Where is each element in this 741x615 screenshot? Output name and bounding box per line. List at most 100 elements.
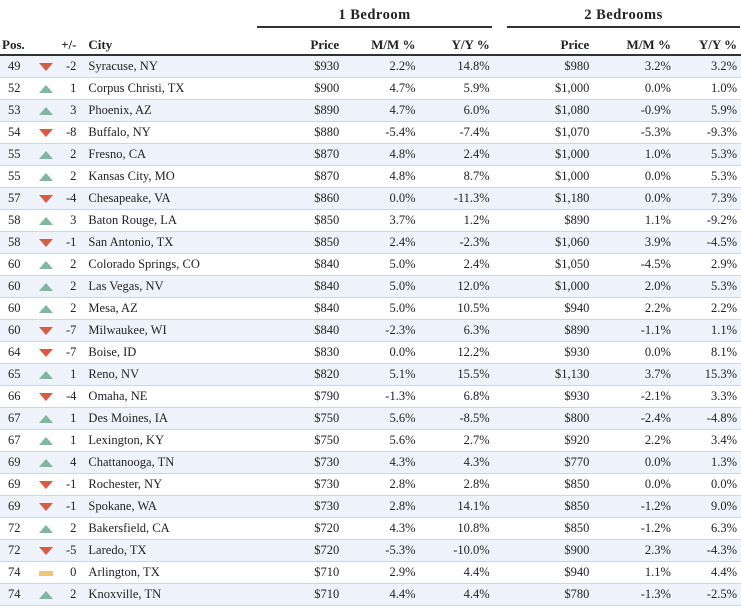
yy-1br-cell: 4.3% — [415, 451, 490, 474]
yy-2br-cell: 15.3% — [670, 363, 741, 386]
position-cell: 72 — [0, 539, 37, 562]
down-arrow-icon — [38, 327, 53, 336]
mm-1br-cell: 5.1% — [339, 363, 416, 386]
up-arrow-icon — [38, 151, 53, 160]
table-row[interactable]: 64 -7 Boise, ID $830 0.0% 12.2% $930 0.0% 8.1% — [0, 341, 741, 364]
city-cell: Boise, ID — [78, 341, 277, 364]
yy-2br-cell: -4.8% — [670, 407, 741, 430]
yy-1br-cell: 14.8% — [415, 55, 490, 78]
up-arrow-icon — [38, 591, 53, 600]
position-cell: 69 — [0, 451, 37, 474]
position-cell: 60 — [0, 253, 37, 276]
table-row[interactable]: 66 -4 Omaha, NE $790 -1.3% 6.8% $930 -2.1% 3.3% — [0, 385, 741, 408]
header-yy-1br[interactable]: Y/Y % — [415, 35, 490, 56]
table-row[interactable]: 72 2 Bakersfield, CA $720 4.3% 10.8% $850 -1.2%… — [0, 517, 741, 540]
table-row[interactable]: 69 -1 Rochester, NY $730 2.8% 2.8% $850 0.0% 0.0… — [0, 473, 741, 496]
price-1br-cell: $880 — [276, 121, 340, 144]
table-row[interactable]: 60 2 Colorado Springs, CO $840 5.0% 2.4% $1,05… — [0, 253, 741, 276]
yy-2br-cell: 3.2% — [670, 55, 741, 78]
mm-1br-cell: 2.4% — [339, 231, 416, 254]
yy-2br-cell: 5.3% — [670, 143, 741, 166]
table-row[interactable]: 72 -5 Laredo, TX $720 -5.3% -10.0% $900 2.3% -4.… — [0, 539, 741, 562]
table-row[interactable]: 74 0 Arlington, TX $710 2.9% 4.4% $940 1.1% 4.4% — [0, 561, 741, 584]
mm-1br-cell: 5.0% — [339, 297, 416, 320]
yy-2br-cell: 0.0% — [670, 473, 741, 496]
change-cell: -7 — [55, 319, 79, 342]
down-arrow-icon — [38, 547, 53, 556]
table-row[interactable]: 55 2 Kansas City, MO $870 4.8% 8.7% $1,000 0.0%… — [0, 165, 741, 188]
yy-2br-cell: -9.3% — [670, 121, 741, 144]
yy-1br-cell: 2.4% — [415, 253, 490, 276]
up-arrow-icon — [38, 525, 53, 534]
header-city[interactable]: City — [78, 35, 277, 56]
one-bedroom-group-rule — [257, 26, 492, 28]
position-cell: 65 — [0, 363, 37, 386]
yy-2br-cell: -2.5% — [670, 583, 741, 606]
position-cell: 67 — [0, 429, 37, 452]
mm-1br-cell: 4.3% — [339, 451, 416, 474]
city-cell: Bakersfield, CA — [78, 517, 277, 540]
table-row[interactable]: 60 2 Mesa, AZ $840 5.0% 10.5% $940 2.2% 2.2% — [0, 297, 741, 320]
table-row[interactable]: 74 2 Knoxville, TN $710 4.4% 4.4% $780 -1.3% -2.… — [0, 583, 741, 606]
yy-1br-cell: 6.0% — [415, 99, 490, 122]
trend-cell — [36, 385, 56, 408]
position-cell: 60 — [0, 275, 37, 298]
position-cell: 69 — [0, 473, 37, 496]
mm-1br-cell: 5.0% — [339, 275, 416, 298]
position-cell: 64 — [0, 341, 37, 364]
price-2br-cell: $900 — [513, 539, 590, 562]
header-price-2br[interactable]: Price — [513, 35, 590, 56]
header-change[interactable]: +/- — [55, 35, 79, 56]
table-row[interactable]: 58 -1 San Antonio, TX $850 2.4% -2.3% $1,060 3.… — [0, 231, 741, 254]
header-pos[interactable]: Pos. — [0, 35, 37, 56]
city-cell: Fresno, CA — [78, 143, 277, 166]
change-cell: -7 — [55, 341, 79, 364]
header-mm-2br[interactable]: M/M % — [589, 35, 671, 56]
header-yy-2br[interactable]: Y/Y % — [670, 35, 741, 56]
trend-cell — [36, 517, 56, 540]
city-cell: Spokane, WA — [78, 495, 277, 518]
table-row[interactable]: 67 1 Lexington, KY $750 5.6% 2.7% $920 2.2% 3.4% — [0, 429, 741, 452]
up-arrow-icon — [38, 217, 53, 226]
table-row[interactable]: 52 1 Corpus Christi, TX $900 4.7% 5.9% $1,000 0… — [0, 77, 741, 100]
mm-1br-cell: -2.3% — [339, 319, 416, 342]
yy-1br-cell: 12.0% — [415, 275, 490, 298]
city-cell: Kansas City, MO — [78, 165, 277, 188]
mm-1br-cell: 0.0% — [339, 187, 416, 210]
table-row[interactable]: 69 4 Chattanooga, TN $730 4.3% 4.3% $770 0.0% 1.… — [0, 451, 741, 474]
city-cell: Knoxville, TN — [78, 583, 277, 606]
mm-2br-cell: 3.9% — [589, 231, 671, 254]
city-cell: Baton Rouge, LA — [78, 209, 277, 232]
table-row[interactable]: 57 -4 Chesapeake, VA $860 0.0% -11.3% $1,180 0.… — [0, 187, 741, 210]
mm-2br-cell: 2.2% — [589, 429, 671, 452]
mm-2br-cell: 2.0% — [589, 275, 671, 298]
mm-2br-cell: 0.0% — [589, 165, 671, 188]
table-row[interactable]: 55 2 Fresno, CA $870 4.8% 2.4% $1,000 1.0% 5.3% — [0, 143, 741, 166]
mm-2br-cell: 1.0% — [589, 143, 671, 166]
header-price-1br[interactable]: Price — [276, 35, 340, 56]
yy-2br-cell: 8.1% — [670, 341, 741, 364]
table-row[interactable]: 53 3 Phoenix, AZ $890 4.7% 6.0% $1,080 -0.9% 5.9… — [0, 99, 741, 122]
table-row[interactable]: 49 -2 Syracuse, NY $930 2.2% 14.8% $980 3.2% 3.2… — [0, 55, 741, 78]
change-cell: -1 — [55, 231, 79, 254]
position-cell: 54 — [0, 121, 37, 144]
trend-cell — [36, 319, 56, 342]
table-row[interactable]: 67 1 Des Moines, IA $750 5.6% -8.5% $800 -2.4% -… — [0, 407, 741, 430]
mm-2br-cell: 0.0% — [589, 451, 671, 474]
flat-dash-icon — [38, 570, 53, 576]
price-2br-cell: $850 — [513, 473, 590, 496]
header-mm-1br[interactable]: M/M % — [339, 35, 416, 56]
table-row[interactable]: 54 -8 Buffalo, NY $880 -5.4% -7.4% $1,070 -5.3%… — [0, 121, 741, 144]
city-cell: Chattanooga, TN — [78, 451, 277, 474]
table-row[interactable]: 69 -1 Spokane, WA $730 2.8% 14.1% $850 -1.2% 9.0… — [0, 495, 741, 518]
table-row[interactable]: 60 -7 Milwaukee, WI $840 -2.3% 6.3% $890 -1.1% 1… — [0, 319, 741, 342]
change-cell: 1 — [55, 429, 79, 452]
yy-1br-cell: 15.5% — [415, 363, 490, 386]
mm-1br-cell: 3.7% — [339, 209, 416, 232]
trend-cell — [36, 451, 56, 474]
table-row[interactable]: 58 3 Baton Rouge, LA $850 3.7% 1.2% $890 1.1% -9… — [0, 209, 741, 232]
city-cell: Lexington, KY — [78, 429, 277, 452]
table-row[interactable]: 65 1 Reno, NV $820 5.1% 15.5% $1,130 3.7% 15.3% — [0, 363, 741, 386]
table-row[interactable]: 60 2 Las Vegas, NV $840 5.0% 12.0% $1,000 2.0% 5… — [0, 275, 741, 298]
up-arrow-icon — [38, 305, 53, 314]
